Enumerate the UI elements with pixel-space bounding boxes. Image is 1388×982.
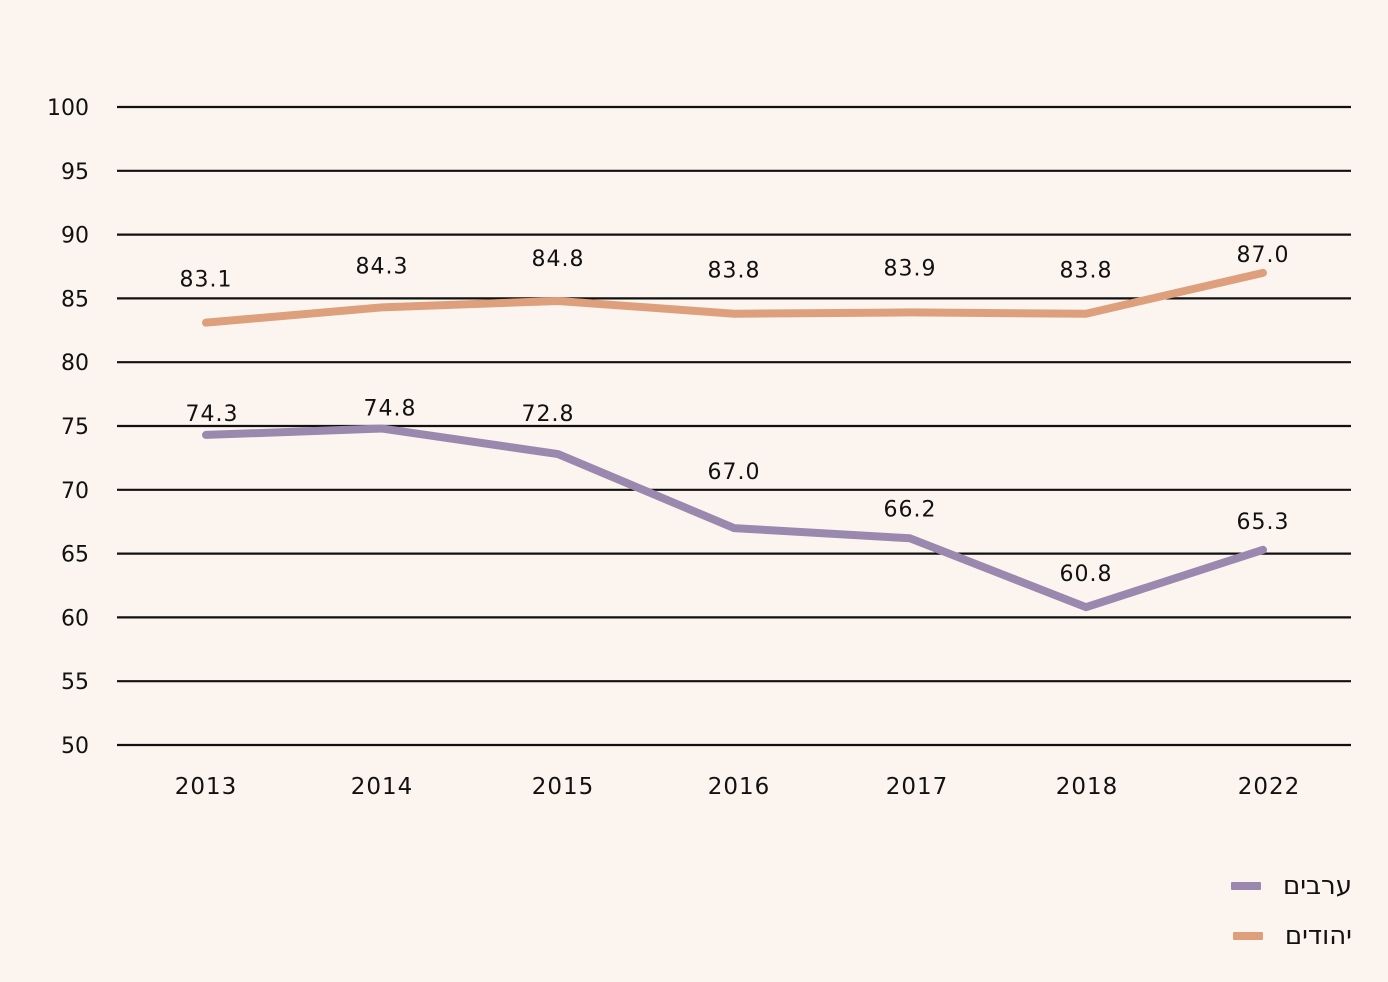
y-tick-label: 75 — [61, 415, 89, 440]
legend-item-jews[interactable]: יהודים — [1231, 918, 1352, 954]
y-tick-label: 50 — [61, 734, 89, 759]
x-axis-ticks: 2013 2014 2015 2016 2017 2018 2022 — [175, 774, 1301, 800]
x-tick-label: 2018 — [1056, 774, 1119, 800]
legend-label-arabs: ערבים — [1282, 871, 1352, 901]
data-label: 65.3 — [1237, 510, 1290, 535]
y-tick-label: 65 — [61, 543, 89, 568]
y-tick-label: 100 — [47, 96, 89, 121]
data-label: 84.8 — [532, 247, 585, 272]
legend-swatch-jews — [1232, 932, 1263, 940]
data-label: 74.3 — [186, 402, 239, 427]
data-label: 60.8 — [1060, 562, 1113, 587]
y-tick-label: 85 — [61, 287, 89, 312]
x-tick-label: 2014 — [351, 774, 414, 800]
y-tick-label: 90 — [61, 224, 89, 249]
x-tick-label: 2013 — [175, 774, 238, 800]
gridlines — [117, 105, 1351, 747]
y-tick-label: 55 — [61, 670, 89, 695]
y-tick-label: 70 — [61, 479, 89, 504]
data-label: 72.8 — [522, 402, 575, 427]
data-label: 84.3 — [356, 254, 409, 279]
y-tick-label: 80 — [61, 351, 89, 376]
x-tick-label: 2015 — [532, 774, 595, 800]
series-lines — [202, 268, 1267, 612]
data-label: 83.8 — [1060, 259, 1113, 284]
data-label: 67.0 — [708, 460, 761, 485]
x-tick-label: 2016 — [708, 774, 771, 800]
y-tick-label: 60 — [61, 606, 89, 631]
data-label: 83.8 — [708, 259, 761, 284]
data-labels: 83.1 84.3 84.8 83.8 83.9 83.8 87.0 74.3 74.8 72.8… — [180, 243, 1290, 587]
data-label: 87.0 — [1237, 243, 1290, 268]
legend-swatch-arabs — [1230, 882, 1261, 890]
legend-label-jews: יהודים — [1284, 921, 1352, 951]
x-tick-label: 2022 — [1238, 774, 1301, 800]
data-label: 83.9 — [884, 256, 937, 281]
x-tick-label: 2017 — [886, 774, 949, 800]
data-label: 83.1 — [180, 268, 233, 293]
legend: ערבים יהודים — [1230, 868, 1352, 954]
y-axis-ticks: 50 55 60 65 70 75 80 85 90 95 100 — [47, 96, 89, 759]
legend-item-arabs[interactable]: ערבים — [1230, 868, 1352, 904]
data-label: 66.2 — [884, 497, 937, 522]
y-tick-label: 95 — [61, 160, 89, 185]
data-label: 74.8 — [364, 397, 417, 422]
